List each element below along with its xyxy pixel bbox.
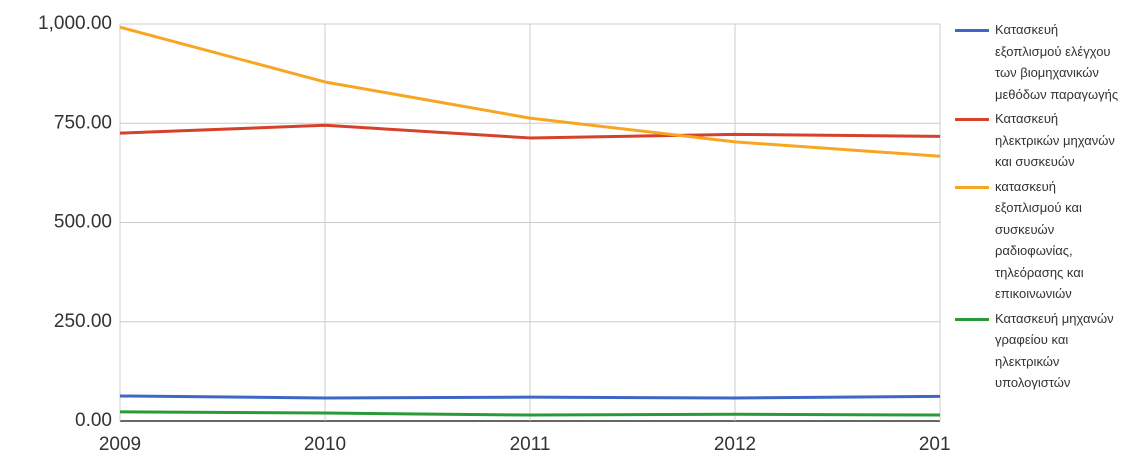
y-tick-label: 500.00 — [54, 212, 112, 233]
legend-item: Κατασκευή εξοπλισμού ελέγχου των βιομηχα… — [955, 19, 1135, 105]
legend-label: κατασκευή εξοπλισμού και συσκευών ραδιοφ… — [995, 178, 1084, 302]
series-line — [119, 123, 941, 140]
y-tick-label: 750.00 — [54, 112, 112, 133]
y-tick-label: 1,000.00 — [38, 13, 112, 34]
legend-item: Κατασκευή μηχανών γραφείου και ηλεκτρικώ… — [955, 308, 1135, 394]
legend-swatch — [955, 317, 989, 321]
x-tick-label: 2009 — [99, 434, 141, 455]
legend: Κατασκευή εξοπλισμού ελέγχου των βιομηχα… — [955, 19, 1135, 397]
x-tick-label: 2010 — [304, 434, 346, 455]
chart: 0.00 250.00 500.00 750.00 1,000.00 2009 2010 20… — [38, 13, 950, 455]
legend-swatch — [955, 29, 989, 32]
legend-swatch — [955, 118, 989, 121]
legend-label: Κατασκευή εξοπλισμού ελέγχου των βιομηχα… — [995, 22, 1119, 102]
x-tick-label: 2013 — [919, 434, 950, 455]
legend-swatch — [955, 185, 989, 189]
legend-label: Κατασκευή μηχανών γραφείου και ηλεκτρικώ… — [995, 310, 1114, 391]
x-tick-label: 2012 — [714, 434, 756, 455]
legend-item: Κατασκευή ηλεκτρικών μηχανών και συσκευώ… — [955, 108, 1135, 173]
legend-label: Κατασκευή ηλεκτρικών μηχανών και συσκευώ… — [995, 111, 1115, 169]
series-line — [119, 394, 941, 400]
x-tick-label: 2011 — [510, 434, 551, 455]
series-line — [119, 25, 941, 158]
y-tick-label: 250.00 — [54, 311, 112, 332]
legend-item: κατασκευή εξοπλισμού και συσκευών ραδιοφ… — [955, 176, 1135, 305]
y-tick-label: 0.00 — [75, 410, 112, 431]
series-line — [119, 410, 941, 417]
